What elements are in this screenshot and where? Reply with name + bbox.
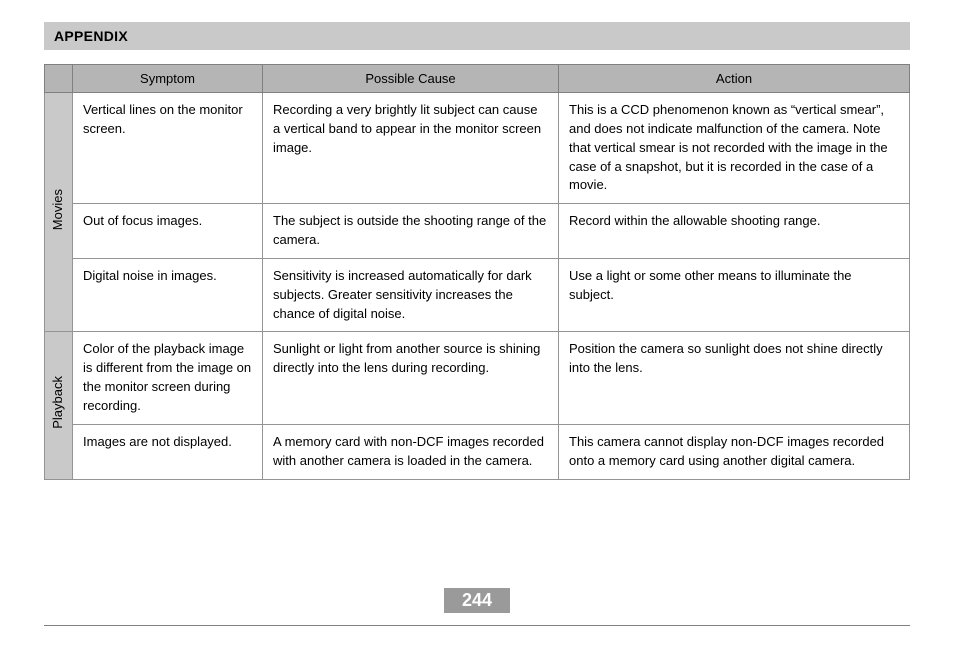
group-label-movies: Movies xyxy=(45,93,73,332)
cell-cause: Sensitivity is increased automatically f… xyxy=(263,258,559,332)
cell-action: Record within the allowable shooting ran… xyxy=(559,204,910,259)
page-number: 244 xyxy=(444,588,510,613)
group-label-text: Playback xyxy=(49,376,68,429)
cell-cause: A memory card with non-DCF images record… xyxy=(263,424,559,479)
table-row: Digital noise in images. Sensitivity is … xyxy=(45,258,910,332)
col-header-category-blank xyxy=(45,65,73,93)
col-header-symptom: Symptom xyxy=(73,65,263,93)
cell-cause: Sunlight or light from another source is… xyxy=(263,332,559,424)
col-header-cause: Possible Cause xyxy=(263,65,559,93)
cell-symptom: Color of the playback image is different… xyxy=(73,332,263,424)
page-footer: 244 xyxy=(44,588,910,626)
table-row: Movies Vertical lines on the monitor scr… xyxy=(45,93,910,204)
group-label-text: Movies xyxy=(49,189,68,230)
cell-action: This camera cannot display non-DCF image… xyxy=(559,424,910,479)
cell-symptom: Vertical lines on the monitor screen. xyxy=(73,93,263,204)
table-row: Images are not displayed. A memory card … xyxy=(45,424,910,479)
section-title: APPENDIX xyxy=(44,22,910,50)
group-label-playback: Playback xyxy=(45,332,73,479)
col-header-action: Action xyxy=(559,65,910,93)
cell-symptom: Out of focus images. xyxy=(73,204,263,259)
troubleshoot-table: Symptom Possible Cause Action Movies Ver… xyxy=(44,64,910,480)
cell-symptom: Digital noise in images. xyxy=(73,258,263,332)
cell-action: Position the camera so sunlight does not… xyxy=(559,332,910,424)
footer-rule xyxy=(44,625,910,626)
table-row: Out of focus images. The subject is outs… xyxy=(45,204,910,259)
cell-action: Use a light or some other means to illum… xyxy=(559,258,910,332)
cell-cause: Recording a very brightly lit subject ca… xyxy=(263,93,559,204)
table-row: Playback Color of the playback image is … xyxy=(45,332,910,424)
cell-cause: The subject is outside the shooting rang… xyxy=(263,204,559,259)
table-header: Symptom Possible Cause Action xyxy=(45,65,910,93)
cell-symptom: Images are not displayed. xyxy=(73,424,263,479)
cell-action: This is a CCD phenomenon known as “verti… xyxy=(559,93,910,204)
